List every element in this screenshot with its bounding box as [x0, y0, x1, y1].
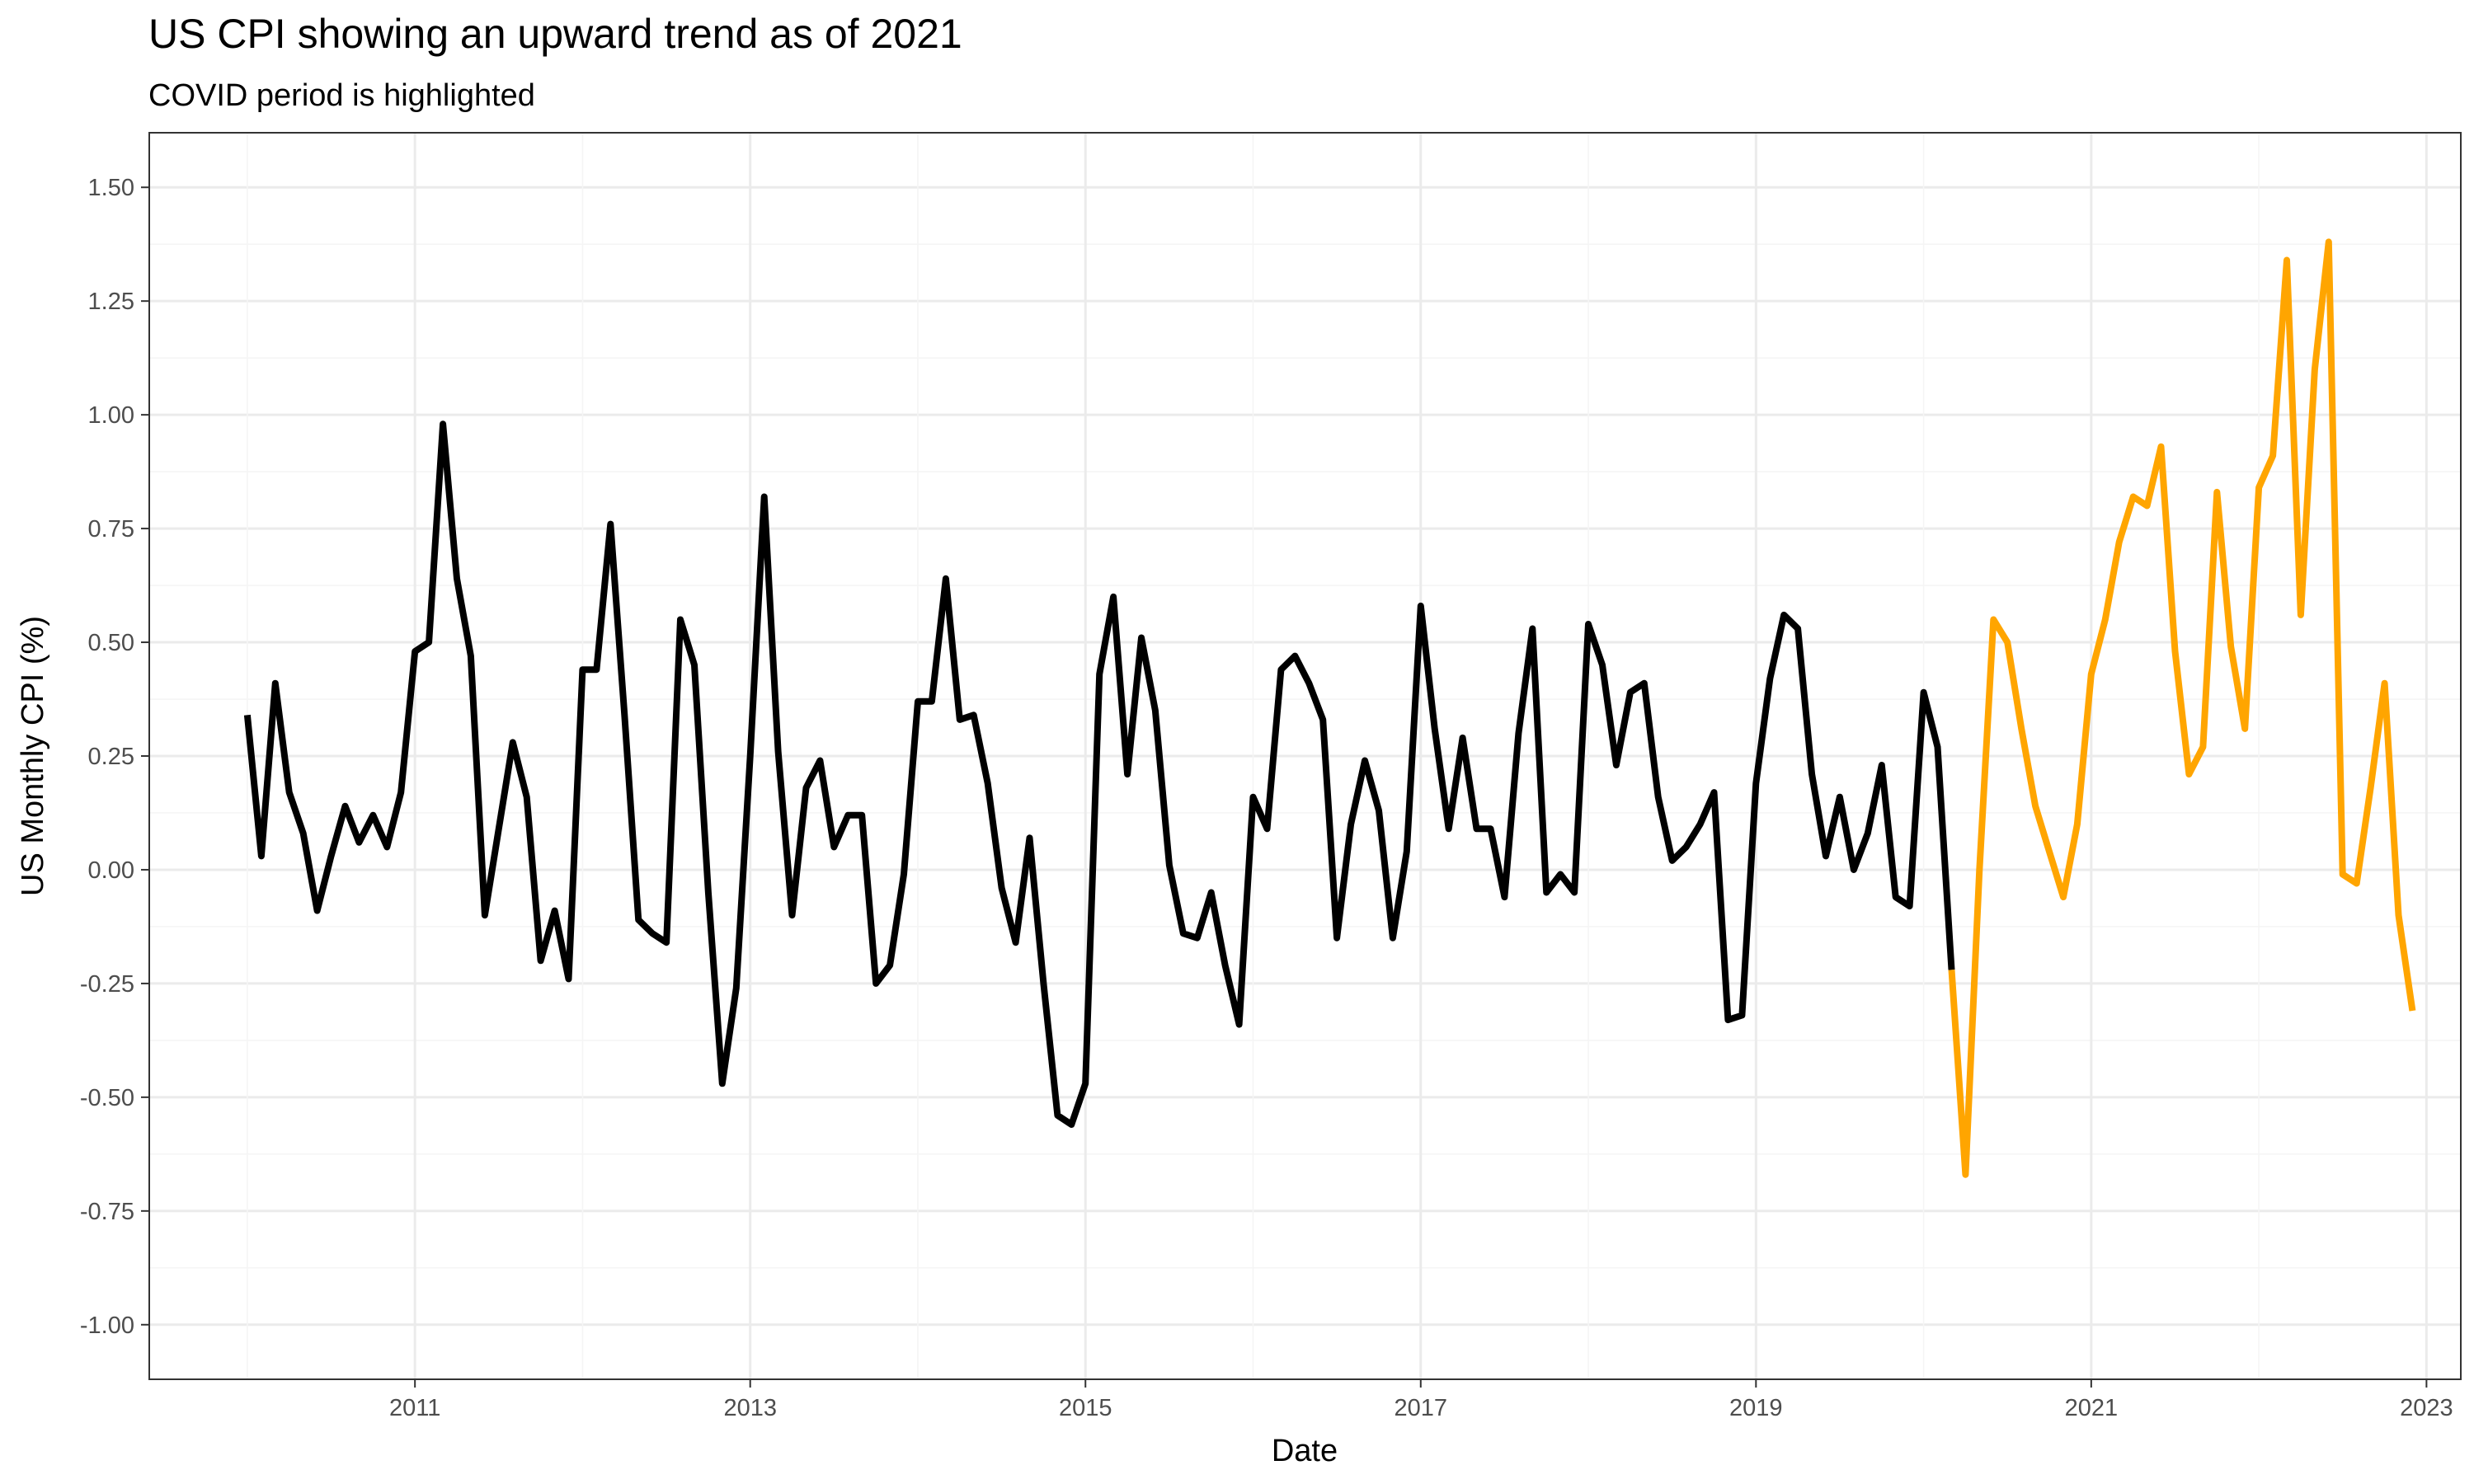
y-tick-label: 0.25 [88, 744, 134, 770]
y-tick-label: -0.75 [80, 1199, 134, 1225]
x-tick-label: 2023 [2400, 1395, 2453, 1421]
y-tick-label: 1.00 [88, 402, 134, 429]
x-tick-label: 2013 [723, 1395, 777, 1421]
y-tick-label: 1.50 [88, 175, 134, 201]
x-axis-title: Date [1272, 1434, 1338, 1468]
x-tick-label: 2021 [2065, 1395, 2119, 1421]
x-tick-label: 2017 [1395, 1395, 1448, 1421]
series-layer [243, 238, 2416, 1178]
y-tick-label: -0.25 [80, 971, 134, 998]
axes: -1.00 -0.75 -0.50 -0.25 0.00 0.25 0.50 0.75 1.00… [80, 175, 2453, 1421]
x-tick-label: 2015 [1059, 1395, 1112, 1421]
y-tick-label: -1.00 [80, 1313, 134, 1339]
y-tick-label: 0.00 [88, 857, 134, 884]
y-tick-label: 0.50 [88, 630, 134, 656]
y-tick-label: -0.50 [80, 1085, 134, 1111]
y-tick-label: 1.25 [88, 289, 134, 315]
y-axis-title: US Monthly CPI (%) [16, 616, 50, 896]
chart-subtitle: COVID period is highlighted [148, 78, 535, 113]
y-tick-label: 0.75 [88, 516, 134, 542]
series-line-covid-period [1948, 238, 2416, 1178]
series-line-pre-covid [243, 420, 1955, 1128]
grid [149, 133, 2461, 1379]
chart-title: US CPI showing an upward trend as of 202… [148, 11, 962, 57]
x-tick-label: 2011 [389, 1395, 440, 1421]
x-tick-label: 2019 [1729, 1395, 1783, 1421]
